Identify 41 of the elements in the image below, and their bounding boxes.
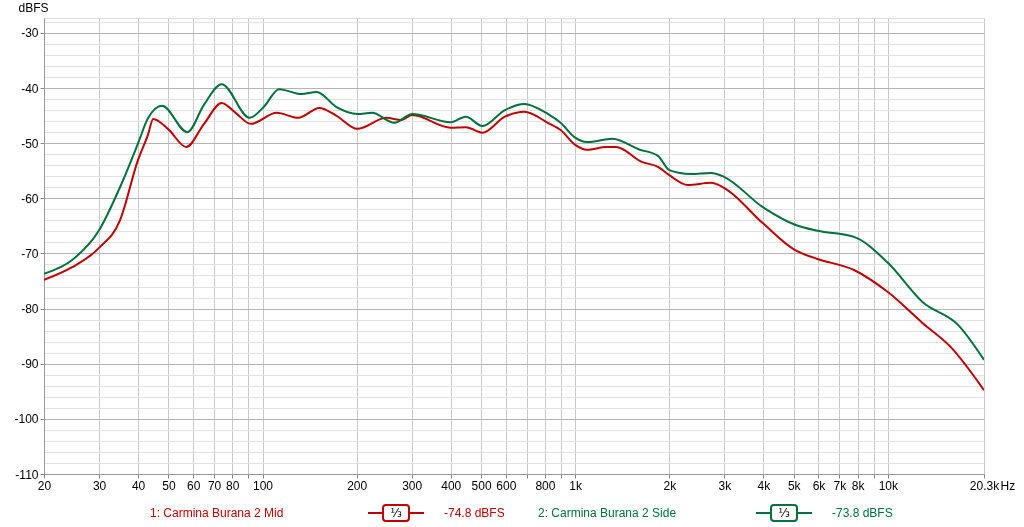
x-tick-label: 10k: [878, 478, 900, 493]
x-tick-label: 80: [226, 478, 240, 493]
x-axis-title: Hz: [1000, 478, 1016, 493]
y-tick-label: -80: [21, 302, 39, 317]
x-tick-label: 800: [535, 478, 556, 493]
text: ⅓: [390, 506, 403, 520]
x-tick-label: 20.3k: [969, 478, 1001, 493]
x-tick-label: 40: [131, 478, 146, 493]
x-tick-label: 300: [402, 478, 423, 493]
x-tick-label: 70: [207, 478, 222, 493]
x-tick-label: 6k: [812, 478, 827, 493]
x-tick-label: 1k: [569, 478, 584, 493]
x-tick-label: 30: [92, 478, 107, 493]
y-tick-label: -40: [21, 81, 39, 96]
y-axis-title: dBFS: [18, 0, 49, 15]
y-tick-label: -30: [21, 26, 39, 41]
y-tick-label: -100: [14, 412, 39, 427]
x-tick-label: 50: [162, 478, 176, 493]
x-tick-label: 500: [471, 478, 492, 493]
x-tick-label: 20: [37, 478, 52, 493]
text: -74.8 dBFS: [444, 506, 505, 520]
x-tick-label: 5k: [787, 478, 802, 493]
y-tick-label: -50: [21, 136, 39, 151]
x-tick-label: 3k: [718, 478, 733, 493]
x-tick-label: 2k: [663, 478, 678, 493]
y-tick-label: -70: [21, 246, 39, 261]
y-tick-label: -90: [21, 357, 39, 372]
x-tick-label: 60: [187, 478, 201, 493]
x-tick-label: 400: [441, 478, 462, 493]
text: -73.8 dBFS: [832, 506, 893, 520]
x-tick-label: 600: [496, 478, 517, 493]
x-tick-label: 100: [253, 478, 274, 493]
text: 1: Carmina Burana 2 Mid: [150, 506, 284, 520]
text: 2: Carmina Burana 2 Side: [538, 506, 677, 520]
x-tick-label: 200: [347, 478, 368, 493]
x-tick-label: 7k: [833, 478, 848, 493]
text: ⅓: [778, 506, 791, 520]
y-tick-label: -110: [15, 467, 39, 482]
y-tick-label: -60: [21, 191, 39, 206]
x-tick-label: 4k: [757, 478, 772, 493]
x-tick-label: 8k: [851, 478, 866, 493]
